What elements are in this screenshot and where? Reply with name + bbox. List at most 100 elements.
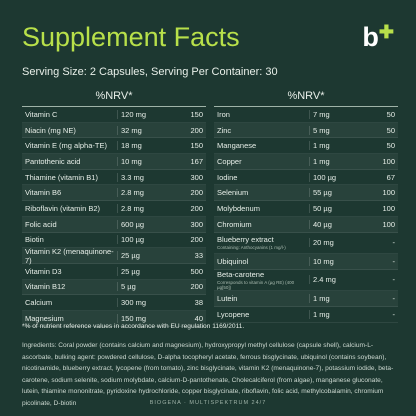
nutrient-label: Blueberry extract xyxy=(217,235,274,245)
nutrient-label: Vitamin D3 xyxy=(25,266,62,276)
nutrient-name: Vitamin K2 (menaquinone-7) xyxy=(22,247,117,265)
amount: 25 µg xyxy=(117,266,173,276)
nutrient-note: Containing: Anthocyanins (1 mg/l-) xyxy=(217,245,286,251)
nutrient-row: Niacin (mg NE) 32 mg 200 xyxy=(22,122,206,139)
nutrient-label: Thiamine (vitamin B1) xyxy=(25,172,98,182)
nutrient-row: Pantothenic acid 10 mg 167 xyxy=(22,154,206,170)
amount: 10 mg xyxy=(117,156,173,166)
nutrient-row: Selenium 55 µg 100 xyxy=(214,185,398,202)
nrv: - xyxy=(392,238,396,248)
nutrient-label: Manganese xyxy=(217,141,257,151)
nutrient-label: Vitamin K2 (menaquinone-7) xyxy=(25,246,114,265)
nutrient-row: Manganese 1 mg 50 xyxy=(214,138,398,155)
nrv: 50 xyxy=(386,141,395,151)
nutrient-name: Ubiquinol xyxy=(214,257,309,266)
nutrient-row: Chromium 40 µg 100 xyxy=(214,216,398,233)
nutrient-label: Vitamin E (mg alpha-TE) xyxy=(25,141,107,151)
nutrient-row: Iodine 100 µg 67 xyxy=(214,170,398,186)
nutrient-label: Copper xyxy=(217,156,242,166)
nutrient-name: Vitamin E (mg alpha-TE) xyxy=(22,141,117,150)
nutrient-name: Chromium xyxy=(214,220,309,229)
nutrient-row: Blueberry extract Containing: Anthocyanin… xyxy=(214,233,398,254)
nutrient-label: Zinc xyxy=(217,125,232,135)
amount: 1 mg xyxy=(309,294,365,304)
nutrient-name: Lutein xyxy=(214,294,309,303)
nutrient-label: Folic acid xyxy=(25,219,57,229)
nutrient-label: Lutein xyxy=(217,294,238,304)
nutrient-label: Chromium xyxy=(217,219,252,229)
nrv: 200 xyxy=(190,188,203,198)
nrv: 50 xyxy=(386,125,395,135)
nutrient-row: Lycopene 1 mg - xyxy=(214,307,398,323)
amount: 20 mg xyxy=(309,238,365,248)
nutrient-row: Riboflavin (vitamin B2) 2.8 mg 200 xyxy=(22,201,206,217)
amount: 150 mg xyxy=(117,313,173,323)
amount: 5 µg xyxy=(117,282,173,292)
table-header: %NRV* xyxy=(22,90,206,107)
amount: 7 mg xyxy=(309,109,365,119)
right-table: %NRV* Iron 7 mg 50 Zinc 5 mg 50 Manganese 1 mg 50… xyxy=(214,90,398,323)
logo: b✚ xyxy=(362,22,394,52)
nutrient-label: Vitamin B12 xyxy=(25,282,66,292)
nutrient-name: Iron xyxy=(214,110,309,119)
nrv: 100 xyxy=(382,188,395,198)
nutrient-name: Iodine xyxy=(214,173,309,182)
nutrient-row: Molybdenum 50 µg 100 xyxy=(214,201,398,217)
nutrient-row: Vitamin K2 (menaquinone-7) 25 µg 33 xyxy=(22,247,206,265)
nutrient-row: Biotin 100 µg 200 xyxy=(22,233,206,249)
amount: 2.8 mg xyxy=(117,203,173,213)
amount: 100 µg xyxy=(117,235,173,245)
nutrient-row: Calcium 300 mg 38 xyxy=(22,295,206,311)
nutrient-name: Molybdenum xyxy=(214,204,309,213)
amount: 100 µg xyxy=(309,172,365,182)
nutrient-row: Ubiquinol 10 mg - xyxy=(214,254,398,270)
amount: 300 mg xyxy=(117,298,173,308)
nrv: - xyxy=(392,275,396,285)
amount: 55 µg xyxy=(309,188,365,198)
nutrient-label: Lycopene xyxy=(217,309,250,319)
amount: 600 µg xyxy=(117,219,173,229)
amount: 2.8 mg xyxy=(117,188,173,198)
nutrient-name: Magnesium xyxy=(22,314,117,323)
nutrient-label: Ubiquinol xyxy=(217,256,249,266)
amount: 40 µg xyxy=(309,219,365,229)
nutrient-label: Niacin (mg NE) xyxy=(25,125,76,135)
nutrient-label: Beta-carotene xyxy=(217,269,265,279)
amount: 120 mg xyxy=(117,109,173,119)
nutrient-name: Vitamin B12 xyxy=(22,282,117,291)
nrv: 100 xyxy=(382,203,395,213)
nutrient-row: Iron 7 mg 50 xyxy=(214,107,398,123)
nutrient-name: Vitamin D3 xyxy=(22,267,117,276)
serving: Serving Size: 2 Capsules, Serving Per Co… xyxy=(22,66,278,78)
amount: 50 µg xyxy=(309,203,365,213)
nutrient-row: Beta-carotene Corresponds to vitamin A (µ… xyxy=(214,270,398,292)
nutrient-label: Iodine xyxy=(217,172,238,182)
nutrient-name: Vitamin C xyxy=(22,110,117,119)
nutrient-row: Vitamin B12 5 µg 200 xyxy=(22,279,206,296)
amount: 5 mg xyxy=(309,125,365,135)
nrv: 200 xyxy=(190,203,203,213)
nrv: 33 xyxy=(194,251,203,261)
nutrient-label: Molybdenum xyxy=(217,203,260,213)
nrv: 150 xyxy=(190,109,203,119)
nrv: 50 xyxy=(386,109,395,119)
nutrient-label: Riboflavin (vitamin B2) xyxy=(25,203,101,213)
nrv: 200 xyxy=(190,125,203,135)
amount: 18 mg xyxy=(117,141,173,151)
nutrient-row: Vitamin B6 2.8 mg 200 xyxy=(22,185,206,202)
nutrient-row: Lutein 1 mg - xyxy=(214,291,398,307)
left-table: %NRV* Vitamin C 120 mg 150 Niacin (mg NE) 32 … xyxy=(22,90,206,327)
nutrient-note: Corresponds to vitamin A (µg RE) (400 µg… xyxy=(217,279,295,290)
nutrient-name: Thiamine (vitamin B1) xyxy=(22,173,117,182)
nutrient-name: Riboflavin (vitamin B2) xyxy=(22,204,117,213)
nutrient-row: Vitamin D3 25 µg 500 xyxy=(22,264,206,280)
nutrient-name: Zinc xyxy=(214,126,309,135)
nrv: 200 xyxy=(190,282,203,292)
amount: 1 mg xyxy=(309,309,365,319)
nrv: 100 xyxy=(382,219,395,229)
nutrient-label: Biotin xyxy=(25,235,44,245)
table-header: %NRV* xyxy=(214,90,398,107)
nrv: - xyxy=(392,309,396,319)
nrv: 150 xyxy=(190,141,203,151)
